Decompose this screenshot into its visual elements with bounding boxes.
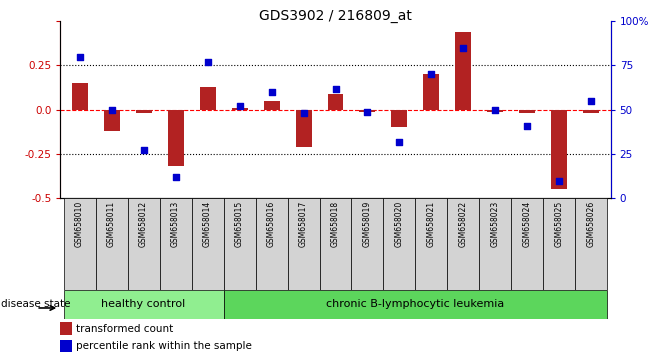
Text: GSM658026: GSM658026 [587, 201, 596, 247]
Bar [576, 198, 607, 290]
Bar [360, 110, 376, 112]
Bar [95, 198, 127, 290]
Bar [127, 198, 160, 290]
Text: GDS3902 / 216809_at: GDS3902 / 216809_at [259, 9, 412, 23]
Point [330, 86, 341, 91]
Point [586, 98, 597, 104]
Bar [168, 110, 184, 166]
Bar [384, 198, 415, 290]
Bar [552, 110, 568, 189]
Bar [319, 198, 352, 290]
Point [490, 107, 501, 113]
Text: GSM658025: GSM658025 [555, 201, 564, 247]
Bar [456, 32, 472, 110]
Text: GSM658016: GSM658016 [267, 201, 276, 247]
Text: GSM658012: GSM658012 [139, 201, 148, 247]
Text: GSM658017: GSM658017 [299, 201, 308, 247]
Point [554, 178, 565, 183]
Bar [511, 198, 544, 290]
Point [394, 139, 405, 144]
Bar [64, 290, 223, 319]
Point [426, 72, 437, 77]
Bar [415, 198, 448, 290]
Text: GSM658011: GSM658011 [107, 201, 116, 247]
Text: GSM658015: GSM658015 [235, 201, 244, 247]
Bar [60, 340, 72, 352]
Text: healthy control: healthy control [101, 299, 186, 309]
Bar [423, 74, 440, 110]
Point [362, 109, 373, 114]
Point [106, 107, 117, 113]
Bar [103, 110, 119, 131]
Bar [327, 94, 344, 110]
Bar [60, 322, 72, 335]
Text: GSM658023: GSM658023 [491, 201, 500, 247]
Bar [191, 198, 223, 290]
Bar [480, 198, 511, 290]
Bar [544, 198, 576, 290]
Text: percentile rank within the sample: percentile rank within the sample [76, 341, 252, 351]
Point [266, 89, 277, 95]
Text: disease state: disease state [1, 299, 71, 309]
Text: GSM658014: GSM658014 [203, 201, 212, 247]
Point [298, 110, 309, 116]
Text: GSM658021: GSM658021 [427, 201, 436, 247]
Bar [223, 198, 256, 290]
Bar [231, 108, 248, 110]
Point [170, 174, 181, 180]
Bar [448, 198, 480, 290]
Bar [264, 101, 280, 110]
Point [522, 123, 533, 129]
Text: transformed count: transformed count [76, 324, 174, 333]
Point [234, 103, 245, 109]
Bar [223, 290, 607, 319]
Bar [256, 198, 287, 290]
Text: GSM658024: GSM658024 [523, 201, 532, 247]
Bar [287, 198, 319, 290]
Bar [519, 110, 535, 113]
Bar [72, 83, 88, 110]
Text: GSM658018: GSM658018 [331, 201, 340, 247]
Bar [583, 110, 599, 113]
Point [138, 148, 149, 153]
Text: GSM658013: GSM658013 [171, 201, 180, 247]
Bar [352, 198, 384, 290]
Bar [199, 87, 215, 110]
Bar [295, 110, 311, 147]
Point [202, 59, 213, 65]
Text: chronic B-lymphocytic leukemia: chronic B-lymphocytic leukemia [326, 299, 505, 309]
Bar [136, 110, 152, 113]
Point [74, 54, 85, 59]
Bar [487, 110, 503, 112]
Text: GSM658010: GSM658010 [75, 201, 84, 247]
Bar [160, 198, 191, 290]
Text: GSM658022: GSM658022 [459, 201, 468, 247]
Bar [391, 110, 407, 127]
Bar [64, 198, 95, 290]
Point [458, 45, 469, 51]
Text: GSM658019: GSM658019 [363, 201, 372, 247]
Text: GSM658020: GSM658020 [395, 201, 404, 247]
